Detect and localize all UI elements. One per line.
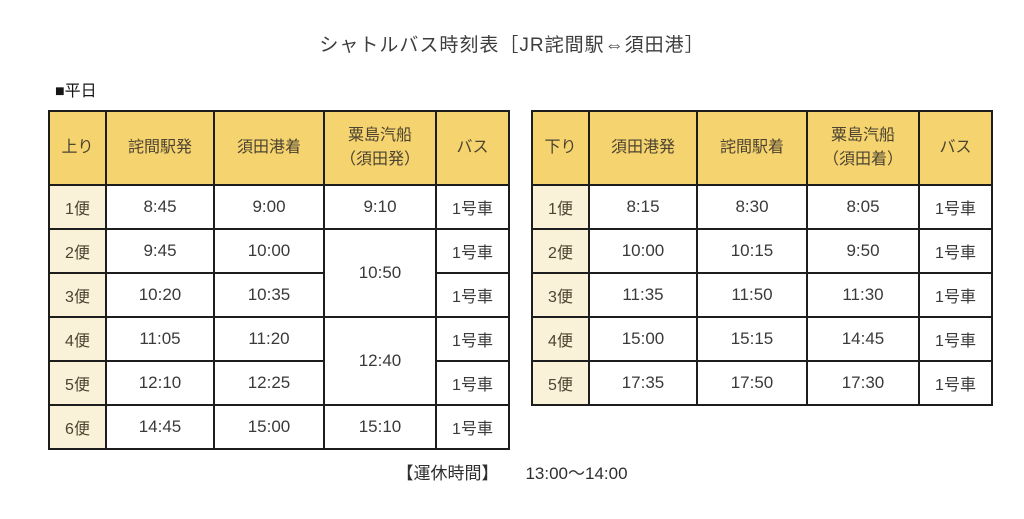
table-row: 1便 8:45 9:00 9:10 1号車 (48, 184, 510, 230)
trip-cell: 4便 (531, 316, 590, 362)
time-cell: 14:45 (105, 404, 215, 450)
time-cell: 11:05 (105, 316, 215, 362)
header-row: 上り 詫間駅発 須田港着 粟島汽船 （須田発） バス (48, 110, 510, 186)
section-label-weekday: ■平日 (55, 83, 97, 100)
table-row: 2便 9:45 10:00 10:50 1号車 (48, 228, 510, 318)
time-cell: 15:00 (588, 316, 698, 362)
table-row: 5便 17:35 17:50 17:30 1号車 (531, 360, 993, 406)
table-row: 2便 10:00 10:15 9:50 1号車 (531, 228, 993, 274)
trip-cell: 4便 (48, 316, 107, 362)
page-title: シャトルバス時刻表［JR詫間駅⇔須田港］ (319, 35, 705, 56)
trip-cell: 5便 (48, 360, 107, 406)
trip-cell: 5便 (531, 360, 590, 406)
time-cell: 15:15 (696, 316, 808, 362)
time-cell: 9:50 (806, 228, 920, 274)
time-cell: 11:35 (588, 272, 698, 318)
time-cell: 10:35 (213, 272, 325, 318)
time-cell: 12:10 (105, 360, 215, 406)
time-cell: 10:00 (213, 228, 325, 274)
table-row: 4便 11:05 11:20 12:40 1号車 (48, 316, 510, 406)
table-row: 3便 11:35 11:50 11:30 1号車 (531, 272, 993, 318)
bus-cell: 1号車 (435, 228, 510, 274)
bus-cell: 1号車 (435, 272, 510, 318)
bus-cell: 1号車 (435, 404, 510, 450)
bus-cell: 1号車 (435, 360, 510, 406)
time-cell: 17:35 (588, 360, 698, 406)
time-cell: 17:30 (806, 360, 920, 406)
time-cell: 11:50 (696, 272, 808, 318)
time-cell: 10:15 (696, 228, 808, 274)
suspension-note: 【運休時間】 13:00〜14:00 (0, 459, 1024, 484)
time-cell: 9:45 (105, 228, 215, 274)
table-row: 1便 8:15 8:30 8:05 1号車 (531, 184, 993, 230)
column-header: 詫間駅着 (696, 110, 808, 186)
table-row: 4便 15:00 15:15 14:45 1号車 (531, 316, 993, 362)
trip-cell: 3便 (48, 272, 107, 318)
time-cell: 12:40 (323, 316, 437, 406)
time-cell: 10:50 (323, 228, 437, 318)
trip-cell: 2便 (48, 228, 107, 274)
table-row: 6便 14:45 15:00 15:10 1号車 (48, 404, 510, 450)
trip-cell: 1便 (48, 184, 107, 230)
time-cell: 15:10 (323, 404, 437, 450)
column-header: バス (435, 110, 510, 186)
table-row: 3便 10:20 10:35 1号車 (48, 272, 510, 318)
column-header: 須田港着 (213, 110, 325, 186)
suspension-note-label: 【運休時間】 (396, 464, 499, 483)
column-header: 詫間駅発 (105, 110, 215, 186)
time-cell: 8:05 (806, 184, 920, 230)
header-row: 下り 須田港発 詫間駅着 粟島汽船 （須田着） バス (531, 110, 993, 186)
suspension-note-value: 13:00〜14:00 (525, 464, 628, 483)
trip-cell: 3便 (531, 272, 590, 318)
timetable-up: 上り 詫間駅発 須田港着 粟島汽船 （須田発） バス 1便 8:45 9:00 9:10 1号車 2便… (48, 110, 510, 450)
bus-cell: 1号車 (918, 360, 993, 406)
time-cell: 8:30 (696, 184, 808, 230)
column-header: バス (918, 110, 993, 186)
column-header: 須田港発 (588, 110, 698, 186)
bus-cell: 1号車 (918, 184, 993, 230)
time-cell: 10:00 (588, 228, 698, 274)
column-header: 粟島汽船 （須田着） (806, 110, 920, 186)
time-cell: 15:00 (213, 404, 325, 450)
bus-cell: 1号車 (918, 228, 993, 274)
time-cell: 11:30 (806, 272, 920, 318)
time-cell: 8:15 (588, 184, 698, 230)
bus-cell: 1号車 (435, 184, 510, 230)
column-header: 下り (531, 110, 590, 186)
time-cell: 10:20 (105, 272, 215, 318)
time-cell: 14:45 (806, 316, 920, 362)
timetable-down: 下り 須田港発 詫間駅着 粟島汽船 （須田着） バス 1便 8:15 8:30 8:05 1号車 2便… (531, 110, 993, 406)
column-header: 粟島汽船 （須田発） (323, 110, 437, 186)
time-cell: 9:10 (323, 184, 437, 230)
trip-cell: 6便 (48, 404, 107, 450)
time-cell: 9:00 (213, 184, 325, 230)
bus-cell: 1号車 (918, 316, 993, 362)
column-header: 上り (48, 110, 107, 186)
trip-cell: 1便 (531, 184, 590, 230)
time-cell: 8:45 (105, 184, 215, 230)
table-row: 5便 12:10 12:25 1号車 (48, 360, 510, 406)
time-cell: 17:50 (696, 360, 808, 406)
timetables-container: 上り 詫間駅発 須田港着 粟島汽船 （須田発） バス 1便 8:45 9:00 9:10 1号車 2便… (48, 110, 993, 450)
trip-cell: 2便 (531, 228, 590, 274)
bus-cell: 1号車 (435, 316, 510, 362)
time-cell: 12:25 (213, 360, 325, 406)
time-cell: 11:20 (213, 316, 325, 362)
bus-cell: 1号車 (918, 272, 993, 318)
